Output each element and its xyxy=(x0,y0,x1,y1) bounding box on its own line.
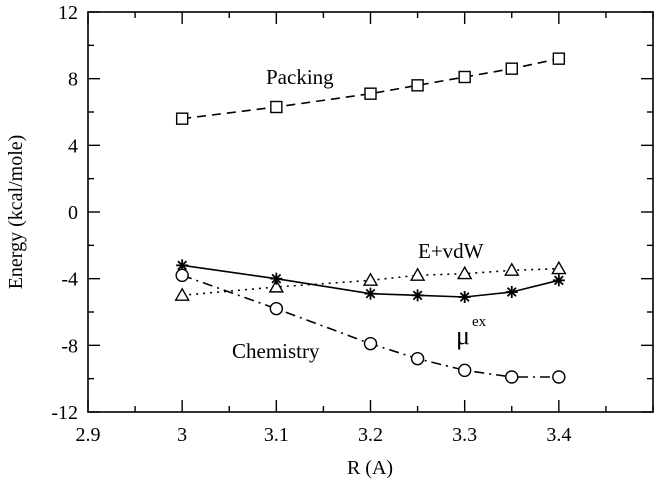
x-tick-label: 3 xyxy=(177,424,187,446)
y-axis-title: Energy (kcal/mole) xyxy=(5,135,27,290)
asterisk-stroke xyxy=(412,290,423,301)
marker-square xyxy=(364,87,377,100)
marker-asterisk xyxy=(364,287,377,300)
series-label-chemistry: Chemistry xyxy=(232,339,320,363)
series-label-mu-superscript: ex xyxy=(472,314,487,330)
y-tick-label: -8 xyxy=(61,335,78,357)
marker-square xyxy=(552,52,566,65)
asterisk-stroke xyxy=(459,292,470,302)
asterisk-stroke xyxy=(271,273,282,284)
marker-asterisk xyxy=(270,272,283,285)
marker-triangle xyxy=(504,262,520,276)
marker-triangle xyxy=(174,287,190,301)
marker-triangle xyxy=(268,279,285,293)
marker-circle xyxy=(363,336,378,351)
y-tick-label: 0 xyxy=(68,202,78,224)
tick-labels: 2.9 3 3.1 3.2 3.3 3.4 -12 -8 -4 0 4 8 12 xyxy=(51,2,571,446)
marker-circle xyxy=(505,370,519,384)
marker-circle xyxy=(410,351,425,366)
marker-triangle xyxy=(551,260,567,275)
marker-circle xyxy=(175,268,189,283)
y-tick-label: 4 xyxy=(68,135,78,157)
y-tick-label: 8 xyxy=(68,69,78,91)
marker-triangle xyxy=(409,267,426,281)
x-tick-label: 3.4 xyxy=(546,424,571,446)
marker-square xyxy=(458,70,471,84)
marker-triangle xyxy=(362,272,379,286)
series-lines xyxy=(181,57,559,378)
series-label-packing: Packing xyxy=(266,65,334,89)
marker-triangle xyxy=(456,265,473,280)
asterisk-stroke xyxy=(365,288,376,299)
asterisk-stroke xyxy=(506,287,517,297)
marker-square xyxy=(175,112,189,125)
marker-circle xyxy=(457,363,472,378)
x-tick-label: 2.9 xyxy=(76,424,101,446)
marker-square xyxy=(505,62,518,75)
y-tick-label: -4 xyxy=(61,269,78,291)
asterisk-stroke xyxy=(177,260,188,271)
series-label-mu: μ xyxy=(456,321,470,350)
marker-asterisk xyxy=(176,259,189,272)
marker-square xyxy=(270,100,283,114)
marker-asterisk xyxy=(411,289,424,302)
x-axis-title: R (A) xyxy=(347,457,393,479)
plot-frame xyxy=(87,11,654,413)
x-tick-label: 3.3 xyxy=(452,424,477,446)
series-label-evdw: E+vdW xyxy=(418,239,484,263)
marker-square xyxy=(411,79,424,92)
marker-circle xyxy=(552,370,566,384)
marker-circle xyxy=(269,301,284,316)
marker-asterisk xyxy=(505,286,518,298)
y-tick-label: 12 xyxy=(58,2,78,24)
x-tick-label: 3.2 xyxy=(358,424,383,446)
x-tick-label: 3.1 xyxy=(264,424,289,446)
axis-ticks xyxy=(87,11,654,413)
y-tick-label: -12 xyxy=(51,402,78,424)
marker-asterisk xyxy=(552,274,565,287)
marker-asterisk xyxy=(458,291,471,303)
series-markers xyxy=(174,52,567,384)
asterisk-stroke xyxy=(553,275,564,286)
